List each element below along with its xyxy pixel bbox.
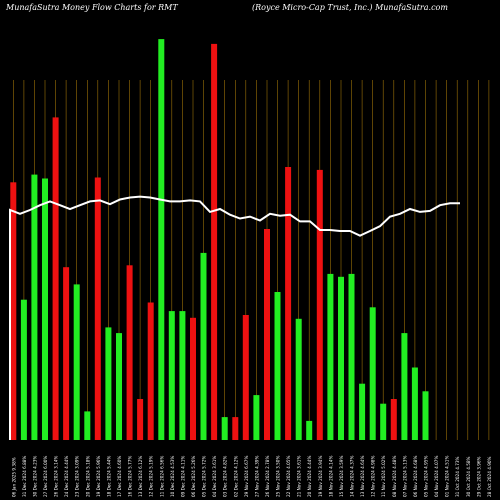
bar	[116, 333, 122, 440]
bar	[369, 307, 376, 440]
x-axis-ticks: 06 Jan 2025 9.38% 31 Dec 2024 6.88% 30 Dec…	[11, 456, 492, 497]
x-tick-label: 17 Dec 2024 4.60%	[117, 456, 122, 497]
bar	[422, 391, 429, 440]
x-tick-label: 31 Dec 2024 6.88%	[22, 456, 27, 497]
bar	[359, 383, 366, 440]
bar	[295, 318, 302, 440]
bar	[73, 284, 80, 440]
x-tick-label: 04 Nov 2024 4.07%	[434, 456, 439, 497]
bar	[242, 315, 249, 440]
x-tick-label: 29 Nov 2024 6.67%	[244, 456, 249, 497]
bar	[306, 420, 313, 440]
x-tick-label: 12 Dec 2024 5.19%	[149, 456, 154, 497]
x-tick-label: 11 Nov 2024 5.02%	[381, 456, 386, 497]
bar	[94, 177, 101, 440]
x-tick-label: 09 Dec 2024 4.11%	[180, 456, 185, 497]
x-tick-label: 03 Dec 2024 4.82%	[223, 456, 228, 497]
x-tick-label: 27 Nov 2024 4.39%	[254, 456, 259, 497]
x-tick-label: 05 Dec 2024 5.72%	[202, 456, 207, 497]
bar	[327, 273, 334, 440]
bar	[316, 169, 323, 440]
bar	[147, 302, 154, 440]
x-tick-label: 06 Nov 2024 4.68%	[413, 456, 418, 497]
x-tick-label: 24 Dec 2024 4.44%	[64, 456, 69, 497]
bars	[10, 39, 429, 441]
bar	[401, 333, 408, 440]
bar	[10, 182, 17, 441]
bar	[200, 252, 207, 440]
x-tick-label: 21 Nov 2024 3.61%	[297, 456, 302, 497]
x-tick-label: 27 Dec 2024 6.00%	[43, 456, 48, 497]
bar	[253, 395, 260, 440]
x-tick-label: 04 Dec 2024 3.61%	[212, 456, 217, 497]
bar	[411, 367, 418, 440]
bar	[274, 292, 281, 440]
x-tick-label: 15 Nov 2024 3.59%	[339, 456, 344, 497]
x-tick-label: 01 Nov 2024 4.51%	[445, 456, 450, 497]
x-tick-label: 25 Nov 2024 3.50%	[276, 456, 281, 497]
bar	[232, 417, 239, 440]
bar	[158, 39, 165, 440]
x-tick-label: 20 Dec 2024 5.18%	[85, 456, 90, 497]
bar	[42, 178, 48, 440]
x-tick-label: 13 Nov 2024 4.64%	[360, 456, 365, 497]
x-tick-label: 10 Dec 2024 4.53%	[170, 456, 175, 497]
x-tick-label: 31 Oct 2024 4.73%	[455, 456, 460, 497]
x-tick-label: 16 Dec 2024 5.77%	[128, 456, 133, 497]
bar	[390, 399, 397, 440]
x-tick-label: 06 Dec 2024 5.26%	[191, 456, 196, 497]
x-tick-label: 14 Nov 2024 4.37%	[350, 456, 355, 497]
x-tick-label: 30 Dec 2024 4.23%	[32, 456, 37, 497]
money-flow-line	[9, 195, 460, 440]
x-tick-label: 11 Dec 2024 6.56%	[159, 456, 164, 497]
chart-title-right: (Royce Micro-Cap Trust, Inc.) MunafaSutr…	[252, 3, 448, 12]
bar	[190, 317, 196, 440]
bar	[31, 174, 38, 440]
x-tick-label: 18 Nov 2024 4.14%	[328, 456, 333, 497]
bar	[221, 417, 228, 440]
bar	[285, 167, 292, 440]
x-tick-label: 19 Nov 2024 3.94%	[318, 456, 323, 497]
x-tick-label: 29 Oct 2024 3.96%	[476, 456, 481, 497]
x-tick-label: 08 Nov 2024 4.48%	[392, 456, 397, 497]
x-tick-label: 26 Dec 2024 3.14%	[54, 456, 59, 497]
bar	[105, 327, 112, 440]
bar	[126, 265, 133, 440]
bar	[264, 229, 270, 440]
bar	[348, 273, 355, 440]
bar	[380, 403, 387, 440]
x-tick-label: 19 Dec 2024 5.96%	[96, 456, 101, 497]
bar	[20, 299, 27, 440]
bar	[338, 276, 344, 440]
chart-title-left: MunafaSutra Money Flow Charts for RMT	[6, 3, 178, 12]
bar	[84, 411, 91, 440]
bar	[137, 399, 144, 440]
x-tick-label: 18 Dec 2024 5.44%	[106, 456, 111, 497]
x-tick-label: 07 Nov 2024 5.13%	[402, 456, 407, 497]
x-tick-label: 26 Nov 2024 2.78%	[265, 456, 270, 497]
x-tick-label: 06 Jan 2025 9.38%	[11, 457, 16, 497]
bar	[179, 311, 186, 440]
x-tick-label: 05 Nov 2024 4.95%	[424, 456, 429, 497]
bar	[63, 267, 70, 440]
bar	[168, 311, 175, 440]
x-tick-label: 30 Oct 2024 4.58%	[466, 456, 471, 497]
x-tick-label: 02 Dec 2024 4.12%	[233, 456, 238, 497]
money-flow-series-line	[9, 195, 460, 440]
x-tick-label: 28 Oct 2024 4.90%	[487, 456, 492, 497]
bar	[52, 117, 59, 441]
x-tick-label: 23 Dec 2024 3.09%	[75, 456, 80, 497]
x-tick-label: 13 Dec 2024 6.12%	[138, 456, 143, 497]
x-tick-label: 12 Nov 2024 4.98%	[371, 456, 376, 497]
x-tick-label: 22 Nov 2024 4.05%	[286, 456, 291, 497]
x-tick-label: 20 Nov 2024 4.44%	[307, 456, 312, 497]
bar	[211, 43, 218, 441]
